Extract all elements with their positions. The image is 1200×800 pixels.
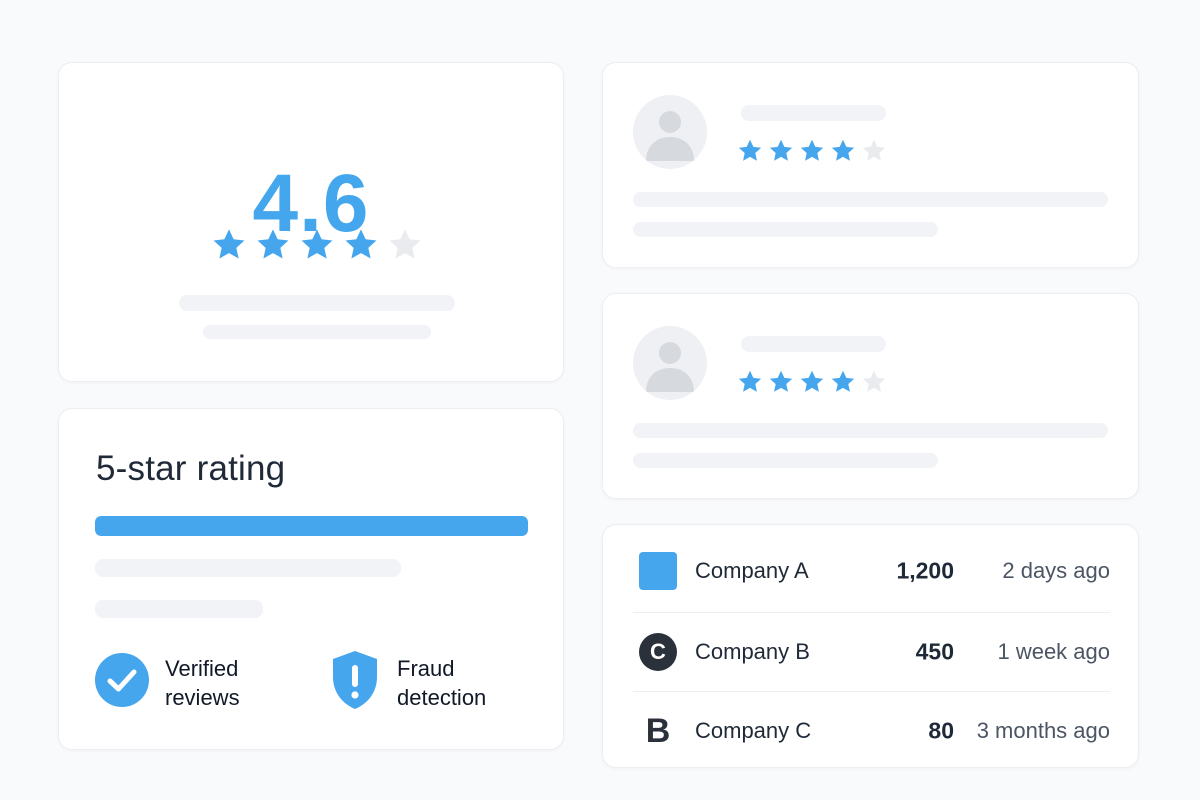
- star-empty-icon: [861, 138, 887, 164]
- shield-alert-icon: [329, 649, 381, 716]
- star-filled-icon: [211, 227, 247, 263]
- star-filled-icon: [830, 369, 856, 395]
- overall-score: 4.6: [252, 158, 370, 249]
- rating-progress-bar: [95, 516, 528, 536]
- review-text-placeholder: [633, 222, 938, 237]
- star-empty-icon: [861, 369, 887, 395]
- review-text-placeholder: [633, 453, 938, 468]
- review-text-placeholder: [633, 423, 1108, 438]
- placeholder-line: [179, 295, 455, 311]
- feature-fraud-detection: Fraud detection: [329, 649, 486, 716]
- star-filled-icon: [737, 138, 763, 164]
- check-circle-icon: [95, 653, 149, 712]
- star-filled-icon: [343, 227, 379, 263]
- star-filled-icon: [299, 227, 335, 263]
- review-count: 1,200: [896, 557, 954, 584]
- review-time: 1 week ago: [997, 638, 1110, 664]
- star-filled-icon: [768, 369, 794, 395]
- review-time: 3 months ago: [976, 717, 1110, 743]
- company-row[interactable]: C Company B 450 1 week ago: [633, 612, 1110, 690]
- star-filled-icon: [799, 369, 825, 395]
- rating-summary-card: 5-star rating Verified reviews Fraud det: [58, 408, 564, 750]
- review-count: 80: [928, 717, 954, 743]
- reviewer-name-placeholder: [741, 105, 886, 121]
- user-avatar-icon: [633, 326, 707, 400]
- review-count: 450: [915, 638, 954, 664]
- feature-verified-reviews: Verified reviews: [95, 653, 240, 712]
- rating-title: 5-star rating: [96, 449, 286, 488]
- user-avatar-icon: [633, 95, 707, 169]
- company-name: Company C: [695, 717, 812, 743]
- company-row[interactable]: Company A 1,200 2 days ago: [633, 532, 1110, 610]
- company-row[interactable]: B Company C 80 3 months ago: [633, 691, 1110, 769]
- review-card[interactable]: [602, 293, 1139, 499]
- company-name: Company B: [695, 638, 810, 664]
- review-text-placeholder: [633, 192, 1108, 207]
- blue-square-logo-icon: [639, 552, 677, 590]
- c-circle-logo-icon: C: [639, 632, 677, 671]
- overall-score-card: 4.6: [58, 62, 564, 382]
- star-filled-icon: [768, 138, 794, 164]
- rating-progress-fill: [95, 516, 528, 536]
- feature-label: Verified reviews: [165, 655, 240, 710]
- star-filled-icon: [799, 138, 825, 164]
- feature-label: Fraud detection: [397, 655, 487, 710]
- star-filled-icon: [737, 369, 763, 395]
- star-filled-icon: [830, 138, 856, 164]
- reviewer-name-placeholder: [741, 336, 886, 352]
- review-card[interactable]: [602, 62, 1139, 268]
- placeholder-line: [95, 600, 263, 618]
- placeholder-line: [95, 559, 401, 577]
- review-star-rating: [737, 369, 887, 395]
- star-empty-icon: [387, 227, 423, 263]
- overall-star-rating: [211, 227, 423, 263]
- review-time: 2 days ago: [1002, 558, 1110, 583]
- company-list-card: Company A 1,200 2 days ago C Company B 4…: [602, 524, 1139, 768]
- company-name: Company A: [695, 558, 809, 583]
- review-star-rating: [737, 138, 887, 164]
- star-filled-icon: [255, 227, 291, 263]
- placeholder-line: [203, 325, 431, 339]
- b-letter-logo-icon: B: [645, 711, 671, 750]
